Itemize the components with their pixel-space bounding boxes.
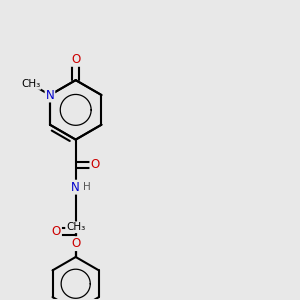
Text: CH₃: CH₃ <box>66 222 85 232</box>
Text: O: O <box>52 225 61 238</box>
Text: H: H <box>83 182 91 192</box>
Text: CH₃: CH₃ <box>21 79 40 89</box>
Text: N: N <box>71 181 80 194</box>
Text: O: O <box>71 237 80 250</box>
Text: N: N <box>46 88 54 101</box>
Text: O: O <box>71 53 80 66</box>
Text: O: O <box>90 158 100 171</box>
